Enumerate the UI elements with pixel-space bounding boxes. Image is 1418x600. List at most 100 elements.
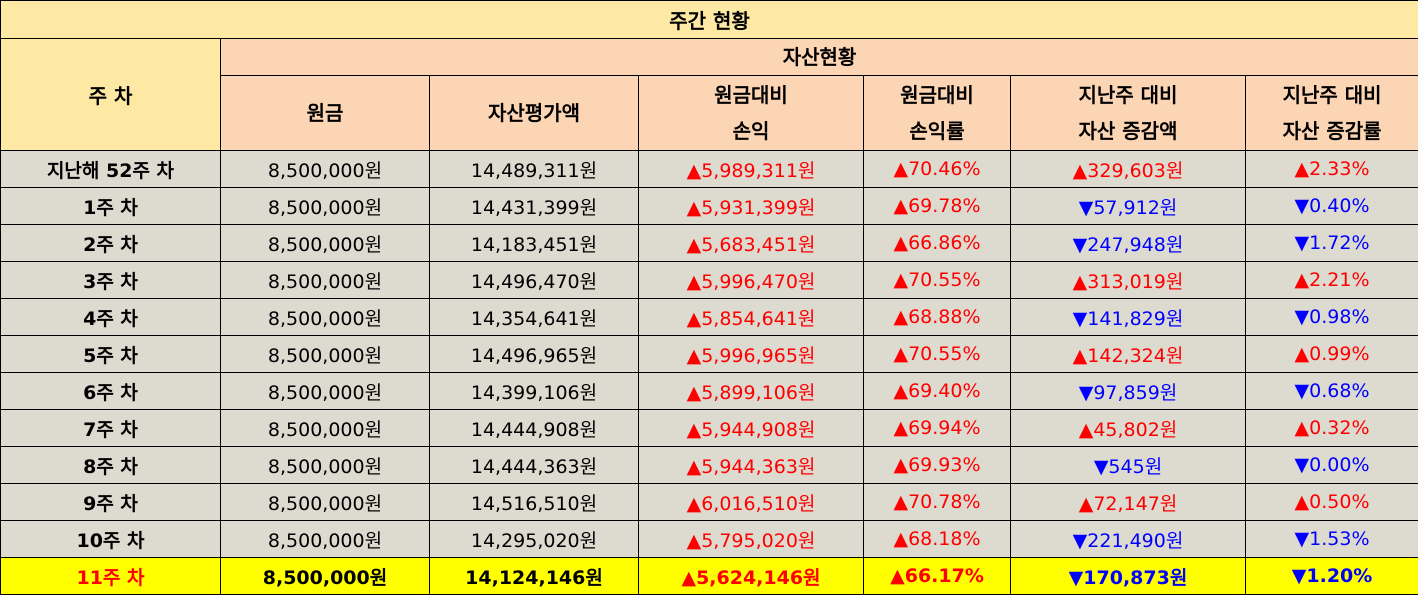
- pnl-cell: ▲5,683,451원: [638, 224, 864, 262]
- pnl-rate-cell: ▲68.88%: [863, 298, 1011, 336]
- pnl-rate-cell: ▲68.18%: [863, 520, 1011, 558]
- pnl-cell: ▲5,931,399원: [638, 187, 864, 225]
- pnl-cell: ▲5,989,311원: [638, 150, 864, 188]
- table-row: 7주 차 8,500,000원 14,444,908원 ▲5,944,908원 ▲69.…: [0, 409, 1418, 447]
- principal-cell: 8,500,000원: [220, 557, 430, 595]
- weekly-rate-cell: ▼1.53%: [1244, 520, 1418, 558]
- principal-cell: 8,500,000원: [220, 224, 430, 262]
- pnl-rate-cell: ▲70.78%: [863, 483, 1011, 521]
- pnl-cell: ▲5,795,020원: [638, 520, 864, 558]
- asset-value-cell: 14,489,311원: [429, 150, 639, 188]
- column-header-asset-value: 자산평가액: [429, 75, 639, 151]
- pnl-cell: ▲5,944,908원: [638, 409, 864, 447]
- pnl-cell: ▲5,854,641원: [638, 298, 864, 336]
- asset-value-cell: 14,516,510원: [429, 483, 639, 521]
- column-header-line1: 지난주 대비: [1078, 83, 1178, 107]
- weekly-change-cell: ▼545원: [1010, 446, 1246, 484]
- column-header-principal: 원금: [220, 75, 430, 151]
- pnl-cell: ▲5,944,363원: [638, 446, 864, 484]
- column-header-line2: 자산 증감률: [1282, 119, 1382, 143]
- asset-value-cell: 14,295,020원: [429, 520, 639, 558]
- pnl-rate-cell: ▲70.55%: [863, 261, 1011, 299]
- column-header-line1: 자산평가액: [488, 101, 580, 125]
- asset-value-cell: 14,354,641원: [429, 298, 639, 336]
- principal-cell: 8,500,000원: [220, 261, 430, 299]
- asset-status-group-header: 자산현황: [219, 38, 1418, 76]
- principal-cell: 8,500,000원: [220, 298, 430, 336]
- principal-cell: 8,500,000원: [220, 409, 430, 447]
- column-header-line1: 원금대비: [714, 83, 788, 107]
- week-cell: 8주 차: [0, 446, 221, 484]
- week-cell: 1주 차: [0, 187, 221, 225]
- week-cell: 11주 차: [0, 557, 221, 595]
- weekly-rate-cell: ▲2.21%: [1244, 261, 1418, 299]
- week-cell: 4주 차: [0, 298, 221, 336]
- pnl-rate-cell: ▲69.40%: [863, 372, 1011, 410]
- pnl-cell: ▲5,624,146원: [638, 557, 864, 595]
- column-header-line1: 원금대비: [900, 83, 974, 107]
- week-cell: 10주 차: [0, 520, 221, 558]
- column-header-line1: 원금: [306, 101, 344, 125]
- asset-value-cell: 14,399,106원: [429, 372, 639, 410]
- asset-value-cell: 14,183,451원: [429, 224, 639, 262]
- week-cell: 지난해 52주 차: [0, 150, 221, 188]
- table-row-current: 11주 차 8,500,000원 14,124,146원 ▲5,624,146원 ▲66…: [0, 557, 1418, 595]
- principal-cell: 8,500,000원: [220, 187, 430, 225]
- table-row: 3주 차 8,500,000원 14,496,470원 ▲5,996,470원 ▲70.…: [0, 261, 1418, 299]
- weekly-change-cell: ▲142,324원: [1010, 335, 1246, 373]
- principal-cell: 8,500,000원: [220, 150, 430, 188]
- weekly-change-cell: ▲45,802원: [1010, 409, 1246, 447]
- principal-cell: 8,500,000원: [220, 372, 430, 410]
- asset-value-cell: 14,496,470원: [429, 261, 639, 299]
- table-row: 2주 차 8,500,000원 14,183,451원 ▲5,683,451원 ▲66.…: [0, 224, 1418, 262]
- column-header-line2: 손익률: [909, 119, 965, 143]
- column-header-line1: 지난주 대비: [1282, 83, 1382, 107]
- asset-value-cell: 14,444,363원: [429, 446, 639, 484]
- table-title: 주간 현황: [0, 0, 1418, 39]
- principal-cell: 8,500,000원: [220, 520, 430, 558]
- week-cell: 5주 차: [0, 335, 221, 373]
- principal-cell: 8,500,000원: [220, 446, 430, 484]
- weekly-rate-cell: ▼0.00%: [1244, 446, 1418, 484]
- principal-cell: 8,500,000원: [220, 483, 430, 521]
- weekly-rate-cell: ▲0.50%: [1244, 483, 1418, 521]
- pnl-rate-cell: ▲69.93%: [863, 446, 1011, 484]
- table-row: 1주 차 8,500,000원 14,431,399원 ▲5,931,399원 ▲69.…: [0, 187, 1418, 225]
- weekly-change-cell: ▼221,490원: [1010, 520, 1246, 558]
- pnl-cell: ▲5,899,106원: [638, 372, 864, 410]
- weekly-change-cell: ▼97,859원: [1010, 372, 1246, 410]
- week-cell: 6주 차: [0, 372, 221, 410]
- table-row: 4주 차 8,500,000원 14,354,641원 ▲5,854,641원 ▲68.…: [0, 298, 1418, 336]
- week-cell: 7주 차: [0, 409, 221, 447]
- principal-cell: 8,500,000원: [220, 335, 430, 373]
- weekly-rate-cell: ▼1.72%: [1244, 224, 1418, 262]
- column-header-pnl: 원금대비 손익: [638, 75, 864, 151]
- weekly-change-cell: ▲72,147원: [1010, 483, 1246, 521]
- pnl-cell: ▲6,016,510원: [638, 483, 864, 521]
- weekly-change-cell: ▼247,948원: [1010, 224, 1246, 262]
- pnl-rate-cell: ▲69.94%: [863, 409, 1011, 447]
- week-cell: 2주 차: [0, 224, 221, 262]
- column-header-line2: 자산 증감액: [1078, 119, 1178, 143]
- column-header-pnl-rate: 원금대비 손익률: [863, 75, 1011, 151]
- asset-value-cell: 14,431,399원: [429, 187, 639, 225]
- asset-value-cell: 14,124,146원: [429, 557, 639, 595]
- weekly-change-cell: ▲329,603원: [1010, 150, 1246, 188]
- week-cell: 3주 차: [0, 261, 221, 299]
- table-row: 5주 차 8,500,000원 14,496,965원 ▲5,996,965원 ▲70.…: [0, 335, 1418, 373]
- pnl-cell: ▲5,996,965원: [638, 335, 864, 373]
- weekly-rate-cell: ▲0.32%: [1244, 409, 1418, 447]
- weekly-change-cell: ▼141,829원: [1010, 298, 1246, 336]
- asset-value-cell: 14,496,965원: [429, 335, 639, 373]
- table-row: 9주 차 8,500,000원 14,516,510원 ▲6,016,510원 ▲70.…: [0, 483, 1418, 521]
- week-cell: 9주 차: [0, 483, 221, 521]
- table-row: 8주 차 8,500,000원 14,444,363원 ▲5,944,363원 ▲69.…: [0, 446, 1418, 484]
- weekly-change-cell: ▲313,019원: [1010, 261, 1246, 299]
- column-header-line2: 손익: [732, 119, 770, 143]
- week-column-header: 주 차: [0, 38, 221, 151]
- weekly-rate-cell: ▲0.99%: [1244, 335, 1418, 373]
- pnl-rate-cell: ▲66.17%: [863, 557, 1011, 595]
- weekly-rate-cell: ▼0.98%: [1244, 298, 1418, 336]
- pnl-rate-cell: ▲70.55%: [863, 335, 1011, 373]
